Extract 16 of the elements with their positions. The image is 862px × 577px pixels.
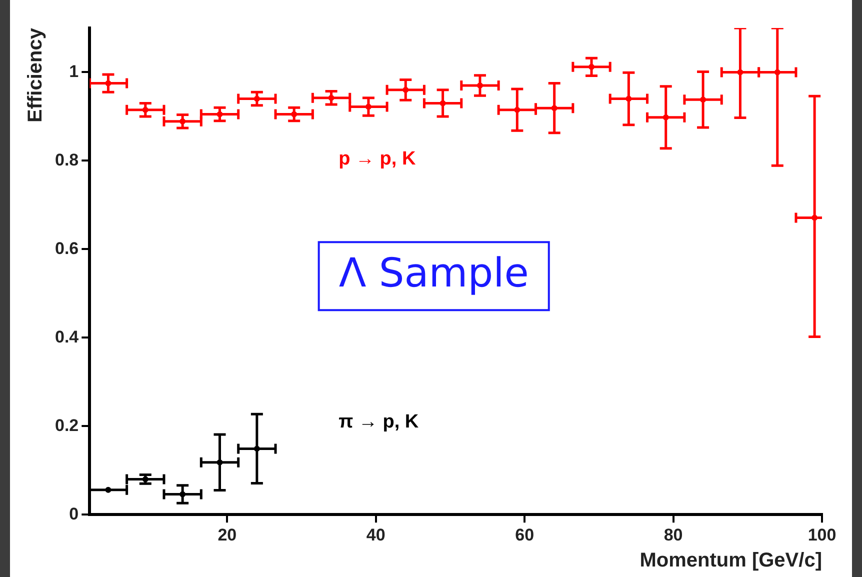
y-tick-label: 0.2: [54, 416, 79, 435]
y-axis-title: Efficiency: [24, 27, 47, 122]
y-tick-label: 0.8: [54, 150, 79, 170]
x-tick-label: 100: [808, 525, 836, 544]
x-tick-label: 60: [515, 525, 534, 544]
y-tick-label: 0.6: [54, 238, 79, 258]
x-tick-label: 20: [218, 525, 237, 544]
y-tick-label: 0: [69, 504, 79, 524]
x-axis-title: Momentum [GeV/c]: [640, 550, 822, 572]
y-tick-label: 1: [69, 62, 79, 81]
text: p → p, K: [338, 148, 416, 170]
x-tick-label: 40: [366, 525, 386, 544]
x-tick-label: 80: [664, 525, 683, 544]
text: π → p, K: [338, 411, 419, 432]
annotation: Λ Sample: [338, 250, 529, 297]
y-tick-label: 0.4: [54, 327, 80, 346]
